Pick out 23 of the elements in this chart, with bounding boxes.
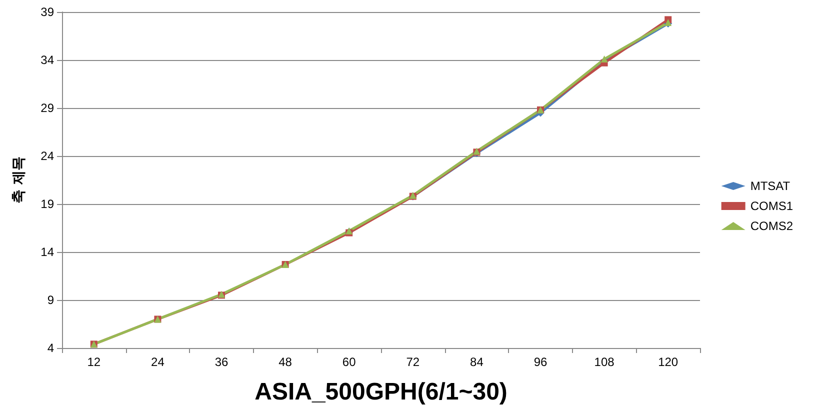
legend-label: COMS2	[750, 219, 794, 233]
y-tick-label: 29	[40, 101, 54, 115]
y-tick-label: 19	[40, 197, 54, 211]
x-tick-label: 48	[278, 355, 292, 369]
x-tick-label: 72	[406, 355, 420, 369]
legend-label: COMS1	[750, 199, 794, 213]
y-tick-label: 39	[40, 5, 54, 19]
y-tick-label: 24	[40, 149, 54, 163]
x-tick-label: 84	[470, 355, 484, 369]
y-tick-label: 4	[47, 341, 54, 355]
x-tick-label: 12	[87, 355, 101, 369]
y-tick-label: 9	[47, 293, 54, 307]
x-tick-label: 96	[534, 355, 548, 369]
x-tick-label: 24	[151, 355, 165, 369]
x-tick-label: 36	[214, 355, 228, 369]
y-tick-label: 14	[40, 245, 54, 259]
legend-label: MTSAT	[750, 179, 791, 193]
y-tick-label: 34	[40, 53, 54, 67]
x-tick-label: 108	[594, 355, 615, 369]
x-tick-label: 120	[658, 355, 678, 369]
y-axis-title: 축 제목	[11, 156, 27, 204]
x-axis-title: ASIA_500GPH(6/1~30)	[254, 378, 508, 406]
x-tick-label: 60	[342, 355, 356, 369]
